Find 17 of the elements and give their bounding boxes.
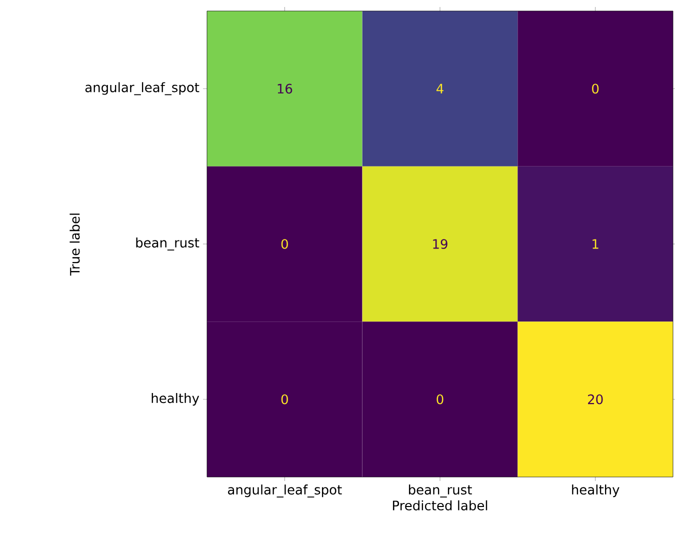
data-label: 0 [281,239,288,249]
y-tick-label: bean_rust [136,238,200,250]
y-tick-label: healthy [152,393,200,406]
y-tick-label: angular_leaf_spot [85,82,200,96]
data-label: 1 [592,239,598,249]
data-label: 0 [436,394,444,404]
data-label: 0 [592,84,599,94]
x-tick-label: angular_leaf_spot [228,484,342,498]
x-axis-title: Predicted label [392,500,488,510]
x-tick-label: healthy [572,484,620,498]
data-label: 0 [281,394,288,404]
x-tick-label: bean_rust [408,484,472,498]
y-axis-title: True label [70,214,80,276]
data-label: 20 [588,394,603,404]
data-label: 4 [436,84,444,94]
data-label: 16 [278,84,292,94]
data-label: 19 [433,239,448,249]
